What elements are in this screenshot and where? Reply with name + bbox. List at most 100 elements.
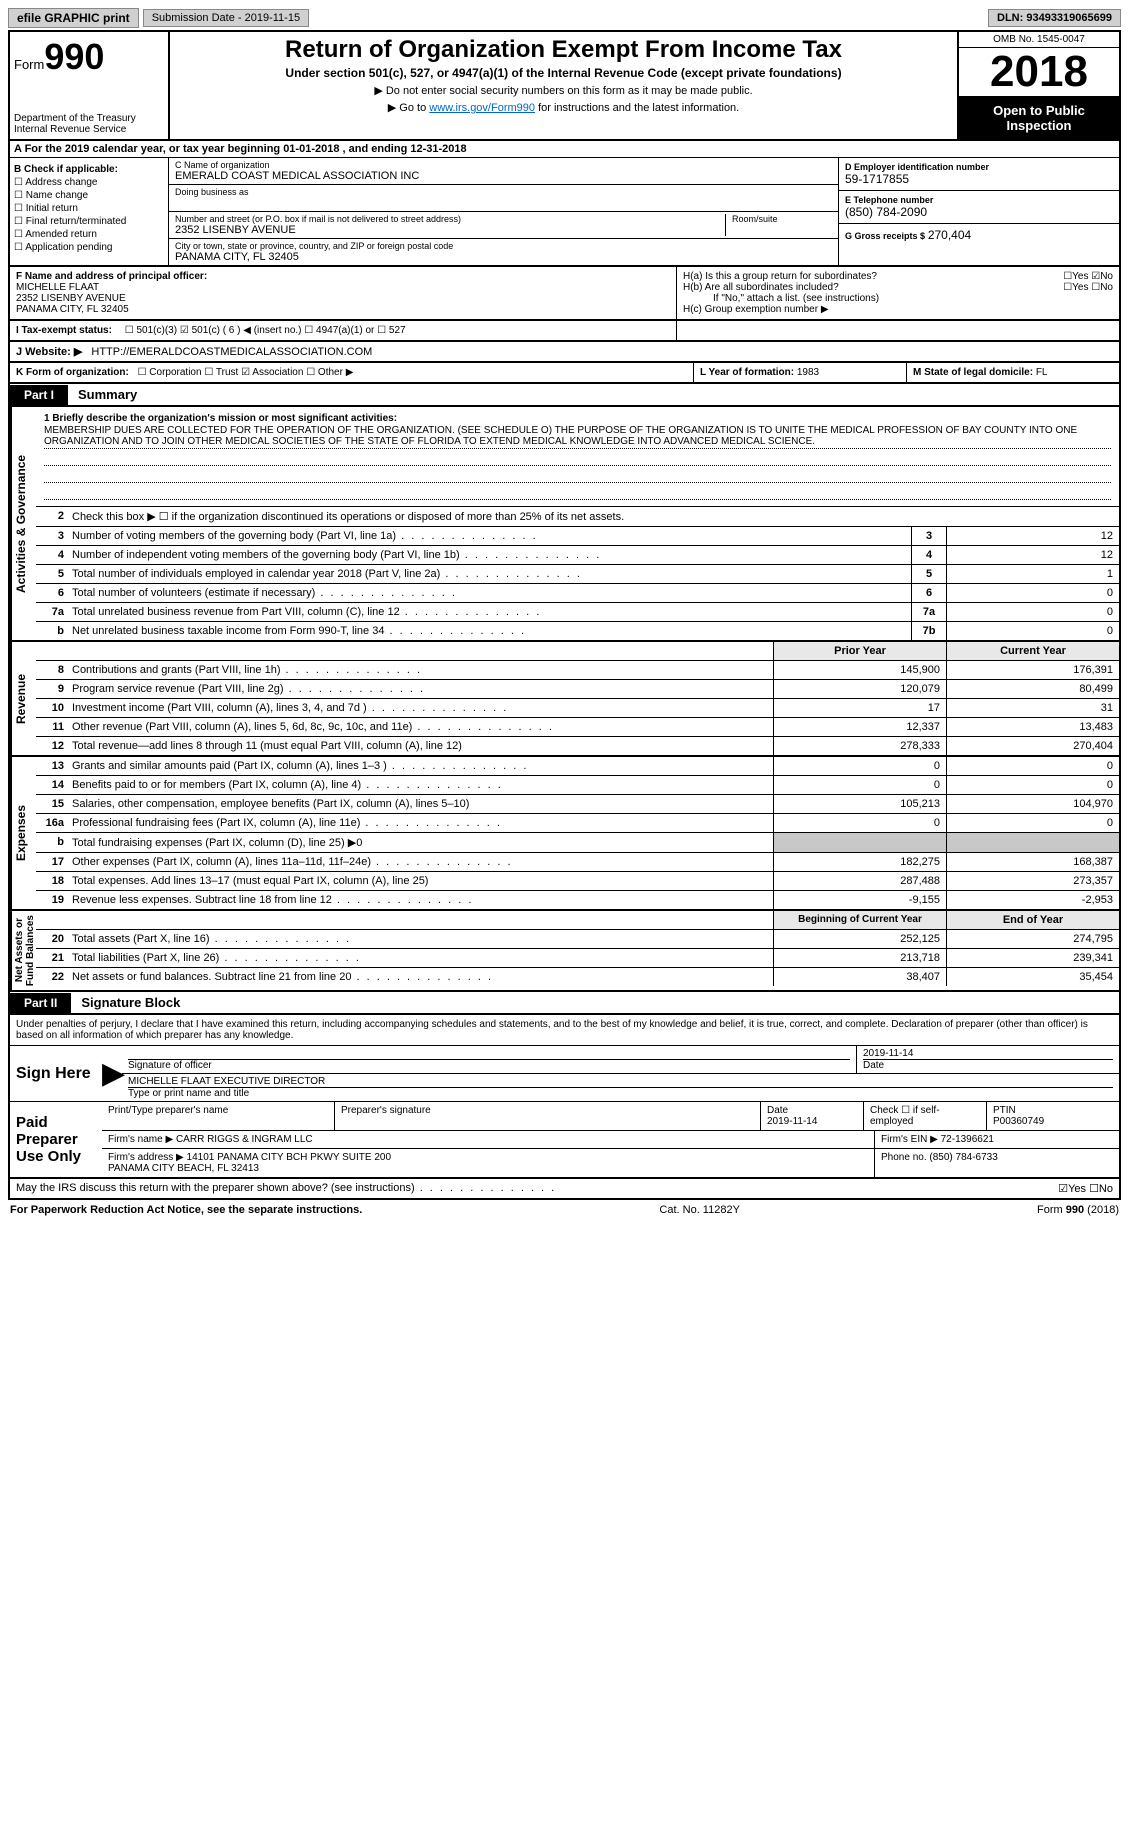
form-label: Form: [14, 57, 44, 72]
l-label: L Year of formation:: [700, 367, 794, 378]
val5: 1: [946, 565, 1119, 583]
chk-amended[interactable]: ☐ Amended return: [14, 229, 164, 240]
p17: 182,275: [773, 853, 946, 871]
entity-block: B Check if applicable: ☐ Address change …: [8, 158, 1121, 267]
ha-yesno[interactable]: ☐Yes ☑No: [1063, 271, 1113, 282]
line6: Total number of volunteers (estimate if …: [68, 584, 911, 602]
principal-officer: F Name and address of principal officer:…: [10, 267, 677, 319]
k-label: K Form of organization:: [16, 367, 129, 378]
j-label: J Website: ▶: [16, 346, 82, 358]
side-label-rev: Revenue: [10, 642, 36, 755]
line15: Salaries, other compensation, employee b…: [68, 795, 773, 813]
c14: 0: [946, 776, 1119, 794]
sign-arrow-icon: ▶: [102, 1046, 122, 1101]
c13: 0: [946, 757, 1119, 775]
ein-label: D Employer identification number: [845, 162, 1113, 172]
m-value: FL: [1036, 367, 1048, 378]
firm-ein-label: Firm's EIN ▶: [881, 1134, 938, 1145]
line18: Total expenses. Add lines 13–17 (must eq…: [68, 872, 773, 890]
line9: Program service revenue (Part VIII, line…: [68, 680, 773, 698]
p21: 213,718: [773, 949, 946, 967]
hc-extra: [677, 321, 1119, 340]
hb-label: H(b) Are all subordinates included?: [683, 282, 839, 293]
line5: Total number of individuals employed in …: [68, 565, 911, 583]
sig-intro: Under penalties of perjury, I declare th…: [10, 1015, 1119, 1046]
omb-number: OMB No. 1545-0047: [959, 32, 1119, 48]
side-label-ag: Activities & Governance: [10, 407, 36, 640]
line19: Revenue less expenses. Subtract line 18 …: [68, 891, 773, 909]
k-options[interactable]: ☐ Corporation ☐ Trust ☑ Association ☐ Ot…: [138, 367, 354, 378]
note-link: ▶ Go to www.irs.gov/Form990 for instruct…: [178, 101, 949, 114]
footer: For Paperwork Reduction Act Notice, see …: [8, 1200, 1121, 1220]
line4: Number of independent voting members of …: [68, 546, 911, 564]
addr-label: Number and street (or P.O. box if mail i…: [175, 214, 719, 224]
line10: Investment income (Part VIII, column (A)…: [68, 699, 773, 717]
line17: Other expenses (Part IX, column (A), lin…: [68, 853, 773, 871]
p13: 0: [773, 757, 946, 775]
form-header: Form990 Department of the Treasury Inter…: [8, 30, 1121, 141]
p16b-shade: [773, 833, 946, 852]
note2-post: for instructions and the latest informat…: [535, 102, 739, 114]
tax-year: 2018: [959, 48, 1119, 97]
mission-question: 1 Briefly describe the organization's mi…: [44, 413, 1111, 424]
line14: Benefits paid to or for members (Part IX…: [68, 776, 773, 794]
p22: 38,407: [773, 968, 946, 986]
i-label: I Tax-exempt status:: [16, 325, 112, 336]
city-value: PANAMA CITY, FL 32405: [175, 251, 832, 263]
c17: 168,387: [946, 853, 1119, 871]
firm-phone: (850) 784-6733: [929, 1152, 997, 1163]
hdr-end: End of Year: [946, 911, 1119, 929]
officer-group-block: F Name and address of principal officer:…: [8, 267, 1121, 321]
hb-note: If "No," attach a list. (see instruction…: [683, 293, 1113, 304]
val4: 12: [946, 546, 1119, 564]
col-d-ein-phone: D Employer identification number 59-1717…: [838, 158, 1119, 265]
chk-app-pending[interactable]: ☐ Application pending: [14, 242, 164, 253]
revenue-block: Revenue Prior YearCurrent Year 8Contribu…: [8, 642, 1121, 757]
c22: 35,454: [946, 968, 1119, 986]
col-c-name-address: C Name of organization EMERALD COAST MED…: [169, 158, 838, 265]
year-box: OMB No. 1545-0047 2018 Open to Public In…: [959, 32, 1119, 139]
chk-final-return[interactable]: ☐ Final return/terminated: [14, 216, 164, 227]
p15: 105,213: [773, 795, 946, 813]
val7b: 0: [946, 622, 1119, 640]
c21: 239,341: [946, 949, 1119, 967]
firm-phone-label: Phone no.: [881, 1152, 927, 1163]
ein-value: 59-1717855: [845, 172, 1113, 186]
part1-tag: Part I: [10, 385, 68, 405]
part2-tag: Part II: [10, 993, 71, 1013]
part1-header: Part I Summary: [8, 384, 1121, 407]
prep-self-emp[interactable]: Check ☐ if self-employed: [864, 1102, 987, 1130]
hb-yesno[interactable]: ☐Yes ☐No: [1063, 282, 1113, 293]
form-title-box: Return of Organization Exempt From Incom…: [170, 32, 959, 139]
top-bar: efile GRAPHIC print Submission Date - 20…: [8, 8, 1121, 28]
name-label: Type or print name and title: [128, 1088, 1113, 1099]
signature-block: Under penalties of perjury, I declare th…: [8, 1015, 1121, 1179]
i-options[interactable]: ☐ 501(c)(3) ☑ 501(c) ( 6 ) ◀ (insert no.…: [125, 325, 406, 336]
c15: 104,970: [946, 795, 1119, 813]
discuss-yesno[interactable]: ☑Yes ☐No: [1058, 1182, 1113, 1195]
firm-addr-label: Firm's address ▶: [108, 1152, 184, 1163]
line16a: Professional fundraising fees (Part IX, …: [68, 814, 773, 832]
line16b: Total fundraising expenses (Part IX, col…: [68, 833, 773, 852]
discuss-row: May the IRS discuss this return with the…: [8, 1179, 1121, 1200]
form-number: 990: [44, 36, 104, 77]
tax-status-row: I Tax-exempt status: ☐ 501(c)(3) ☑ 501(c…: [8, 321, 1121, 342]
p20: 252,125: [773, 930, 946, 948]
submission-date: Submission Date - 2019-11-15: [143, 9, 309, 27]
line3: Number of voting members of the governin…: [68, 527, 911, 545]
chk-initial-return[interactable]: ☐ Initial return: [14, 203, 164, 214]
irs-link[interactable]: www.irs.gov/Form990: [429, 102, 535, 114]
website-value[interactable]: HTTP://EMERALDCOASTMEDICALASSOCIATION.CO…: [91, 346, 372, 358]
footer-left: For Paperwork Reduction Act Notice, see …: [10, 1204, 362, 1216]
p18: 287,488: [773, 872, 946, 890]
p14: 0: [773, 776, 946, 794]
p11: 12,337: [773, 718, 946, 736]
org-name-label: C Name of organization: [175, 160, 832, 170]
tel-value: (850) 784-2090: [845, 205, 1113, 219]
chk-name-change[interactable]: ☐ Name change: [14, 190, 164, 201]
hdr-prior: Prior Year: [773, 642, 946, 660]
f-label: F Name and address of principal officer:: [16, 271, 670, 282]
chk-address-change[interactable]: ☐ Address change: [14, 177, 164, 188]
efile-button[interactable]: efile GRAPHIC print: [8, 8, 139, 28]
expenses-block: Expenses 13Grants and similar amounts pa…: [8, 757, 1121, 911]
